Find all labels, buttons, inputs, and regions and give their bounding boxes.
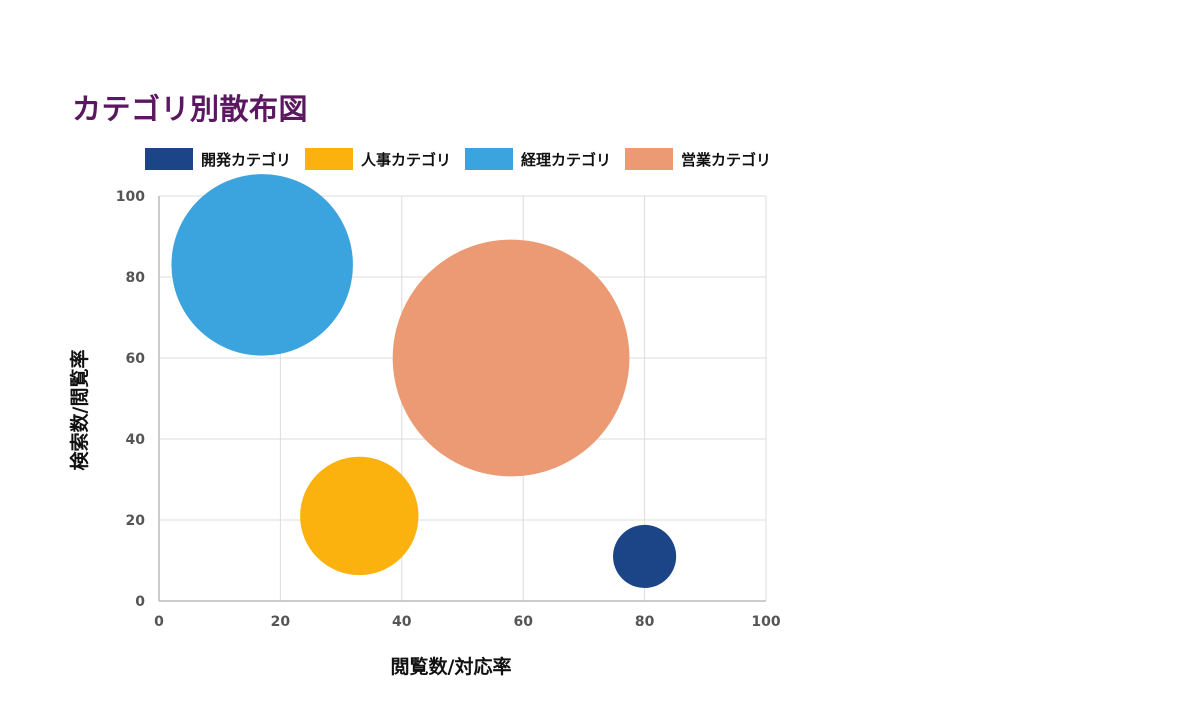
bubbles <box>171 174 677 589</box>
bubble-point[interactable] <box>392 239 630 477</box>
legend-swatch-dev <box>145 148 193 170</box>
x-tick-label: 20 <box>271 614 291 630</box>
bubble-point[interactable] <box>613 524 677 589</box>
y-tick-label: 40 <box>126 432 146 448</box>
legend-swatch-hr <box>305 148 354 170</box>
bubble-point[interactable] <box>171 174 353 356</box>
legend-item-accounting: 経理カテゴリ <box>465 148 611 170</box>
legend-swatch-accounting <box>465 148 514 170</box>
legend-item-hr: 人事カテゴリ <box>305 148 451 170</box>
bubble-point[interactable] <box>300 456 419 576</box>
x-tick-label: 80 <box>635 614 655 630</box>
x-tick-label: 40 <box>392 614 412 630</box>
y-tick-label: 80 <box>126 270 146 286</box>
legend-item-sales: 営業カテゴリ <box>625 148 771 170</box>
y-tick-label: 60 <box>126 351 146 367</box>
y-tick-label: 20 <box>126 513 146 529</box>
legend-label-accounting: 経理カテゴリ <box>521 150 612 169</box>
legend-swatch-sales <box>625 148 674 170</box>
x-tick-label: 100 <box>751 614 780 630</box>
legend-label-sales: 営業カテゴリ <box>681 150 772 169</box>
y-tick-label: 100 <box>116 189 145 205</box>
legend-item-dev: 開発カテゴリ <box>145 148 291 170</box>
tick-labels: 0 20 40 60 80 100 0 20 40 60 80 100 <box>116 189 781 630</box>
legend-label-hr: 人事カテゴリ <box>361 150 452 169</box>
chart-title: カテゴリ別散布図 <box>72 92 309 126</box>
legend: 開発カテゴリ 人事カテゴリ 経理カテゴリ 営業カテゴリ <box>145 148 777 170</box>
x-axis-title: 閲覧数/対応率 <box>391 655 512 678</box>
legend-label-dev: 開発カテゴリ <box>201 150 292 169</box>
x-tick-label: 0 <box>154 614 164 630</box>
x-tick-label: 60 <box>513 614 533 630</box>
y-tick-label: 0 <box>135 594 145 610</box>
y-axis-title: 検索数/閲覧率 <box>68 350 91 471</box>
